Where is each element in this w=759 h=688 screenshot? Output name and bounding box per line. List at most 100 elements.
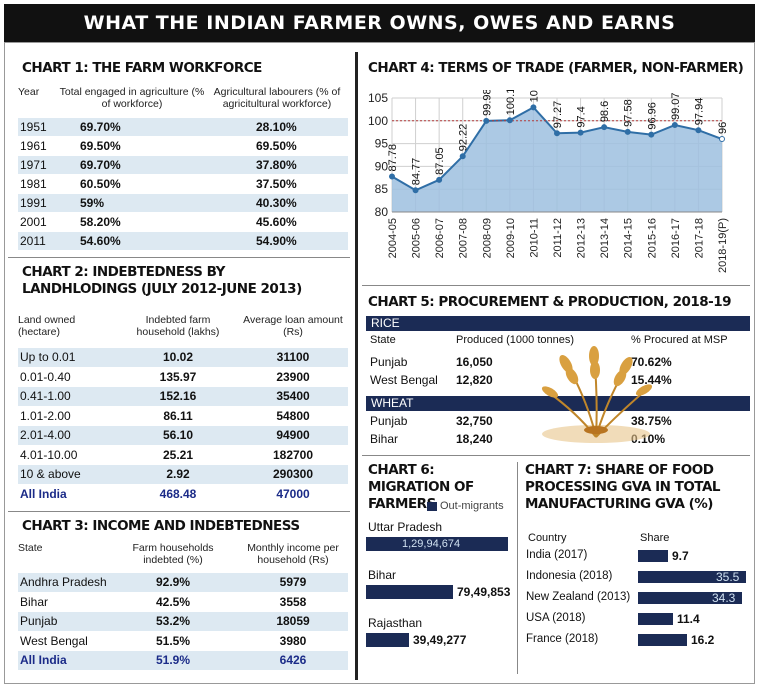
chart3-cell: 42.5% (155, 594, 191, 609)
column-divider (355, 52, 358, 680)
chart1-cell: 37.80% (256, 158, 297, 172)
chart5-row: West Bengal 12,820 15.44% (366, 372, 750, 389)
chart1-header-total: Total engaged in agriculture (% of workf… (59, 86, 205, 110)
infographic-frame (4, 42, 755, 684)
chart2-cell: 152.16 (159, 389, 197, 403)
chart1-cell: 1981 (20, 177, 47, 191)
chart6-value-label: 39,49,277 (413, 633, 467, 647)
chart1-cell: 58.20% (80, 215, 121, 229)
chart1-row: 1971 69.70% 37.80% (18, 156, 348, 174)
chart2-header-households: Indebted farm household (lakhs) (136, 314, 220, 338)
chart1-cell: 69.50% (256, 139, 297, 153)
chart7-category-label: New Zealand (2013) (526, 591, 631, 603)
chart2-cell: 86.11 (163, 408, 193, 423)
chart2-cell: 31100 (276, 350, 310, 364)
chart1-cell: 45.60% (256, 215, 297, 229)
chart3-title: CHART 3: INCOME AND INDEBTEDNESS (22, 518, 300, 534)
chart4-point (554, 130, 560, 137)
chart1-cell: 59% (80, 196, 105, 210)
chart4-data-label: 97.58 (623, 99, 635, 127)
chart6-value-label: 79,49,853 (457, 585, 511, 599)
chart7-bars: India (2017) 9.7 Indonesia (2018) 35.5 New Z… (526, 548, 751, 673)
chart6-category-label: Uttar Pradesh (368, 520, 443, 534)
separator-chart2-chart3 (8, 511, 350, 512)
chart3-header-indebted: Farm households indebted (%) (132, 542, 214, 566)
chart5-cell: 32,750 (456, 414, 493, 428)
separator-chart6-chart7 (517, 462, 518, 674)
chart4-point (389, 173, 395, 180)
chart4-data-label: 98.6 (599, 101, 611, 122)
chart4-x-tick: 2011-12 (552, 218, 564, 258)
chart2-cell: 4.01-10.00 (20, 447, 78, 462)
chart5-cell: 12,820 (456, 373, 493, 387)
chart3-cell: 92.9% (155, 575, 191, 589)
chart5-row: Punjab 32,750 38.75% (366, 413, 750, 430)
chart5-cell: 15.44% (631, 373, 672, 387)
chart4-point (719, 136, 725, 143)
chart2-cell: All India (20, 486, 67, 501)
chart7-bar (638, 571, 746, 583)
chart2-cell: 10.02 (162, 350, 194, 364)
chart1-cell: 60.50% (80, 177, 121, 191)
chart2-cell: 2.01-4.00 (20, 428, 71, 442)
chart6-bar (366, 537, 508, 551)
chart3-cell: 51.5% (155, 633, 191, 648)
chart5-wheat-header: WHEAT (366, 396, 750, 411)
chart1-title: CHART 1: THE FARM WORKFORCE (22, 60, 262, 76)
chart4-x-tick: 2007-08 (458, 218, 470, 258)
chart2-cell: 182700 (272, 447, 314, 462)
chart1-row: 2011 54.60% 54.90% (18, 232, 348, 250)
chart4-x-tick: 2012-13 (576, 218, 588, 258)
chart6-bar (366, 633, 409, 647)
chart6-category-label: Bihar (368, 568, 397, 582)
chart4-y-tick: 90 (375, 159, 389, 173)
chart6-bar (366, 585, 453, 599)
chart3-cell: 18059 (276, 614, 310, 628)
chart1-header-labourers: Agricultural labourers (% of agricitultu… (213, 86, 341, 110)
chart2-row: 1.01-2.00 86.11 54800 (18, 407, 348, 426)
chart1-row: 1951 69.70% 28.10% (18, 118, 348, 136)
chart6-value-label: 1,29,94,674 (402, 538, 461, 550)
chart2-title: CHART 2: INDEBTEDNESS BY LANDHLODINGS (J… (22, 264, 302, 297)
chart7-category-label: Indonesia (2018) (526, 570, 613, 582)
chart4-data-label: 99.07 (670, 93, 682, 121)
chart7-value-label: 35.5 (716, 570, 740, 584)
separator-chart5-chart6 (362, 455, 750, 456)
chart2-cell: 47000 (276, 486, 310, 501)
chart1-row: 2001 58.20% 45.60% (18, 213, 348, 231)
chart4-x-tick: 2004-05 (387, 218, 399, 258)
chart4-y-tick: 95 (375, 137, 389, 151)
chart3-row: Bihar 42.5% 3558 (18, 593, 348, 612)
chart4-area-chart: 80 85 90 95 100 105 87.78 84.77 87.05 92.22 99.98 1… (368, 90, 729, 273)
chart2-cell: 25.21 (162, 447, 194, 462)
chart3-row: Punjab 53.2% 18059 (18, 612, 348, 631)
separator-chart4-chart5 (362, 285, 750, 286)
chart4-data-label: 87.05 (434, 147, 446, 175)
chart2-cell: 290300 (272, 467, 314, 481)
chart1-cell: 54.90% (256, 234, 297, 248)
chart4-x-tick: 2017-18 (693, 218, 705, 258)
chart3-cell: 5979 (279, 575, 307, 589)
chart7-header-share: Share (640, 532, 670, 544)
chart7-value-label: 11.4 (677, 612, 700, 626)
chart1-cell: 69.70% (80, 120, 121, 134)
chart4-data-label: 100.13 (505, 90, 517, 115)
chart2-cell: 54800 (276, 408, 310, 423)
chart2-row: 2.01-4.00 56.10 94900 (18, 426, 348, 445)
chart2-cell: Up to 0.01 (20, 350, 76, 364)
chart5-rice-header: RICE (366, 316, 750, 331)
chart6-category-label: Rajasthan (368, 616, 423, 630)
chart4-x-tick: 2008-09 (481, 218, 493, 258)
chart4-point (577, 129, 584, 136)
chart1-cell: 69.50% (80, 139, 121, 153)
chart2-cell: 1.01-2.00 (20, 408, 71, 423)
chart7-category-label: France (2018) (526, 633, 599, 645)
separator-chart1-chart2 (8, 257, 350, 258)
chart4-data-label: 97.27 (552, 101, 564, 129)
chart5-table: RICE State Produced (1000 tonnes) % Proc… (366, 316, 750, 451)
chart5-title: CHART 5: PROCUREMENT & PRODUCTION, 2018-… (368, 294, 732, 310)
chart4-data-label: 96 (717, 122, 729, 134)
chart2-cell: 468.48 (159, 486, 197, 501)
chart4-point (483, 117, 490, 124)
chart3-cell: Punjab (20, 614, 58, 628)
